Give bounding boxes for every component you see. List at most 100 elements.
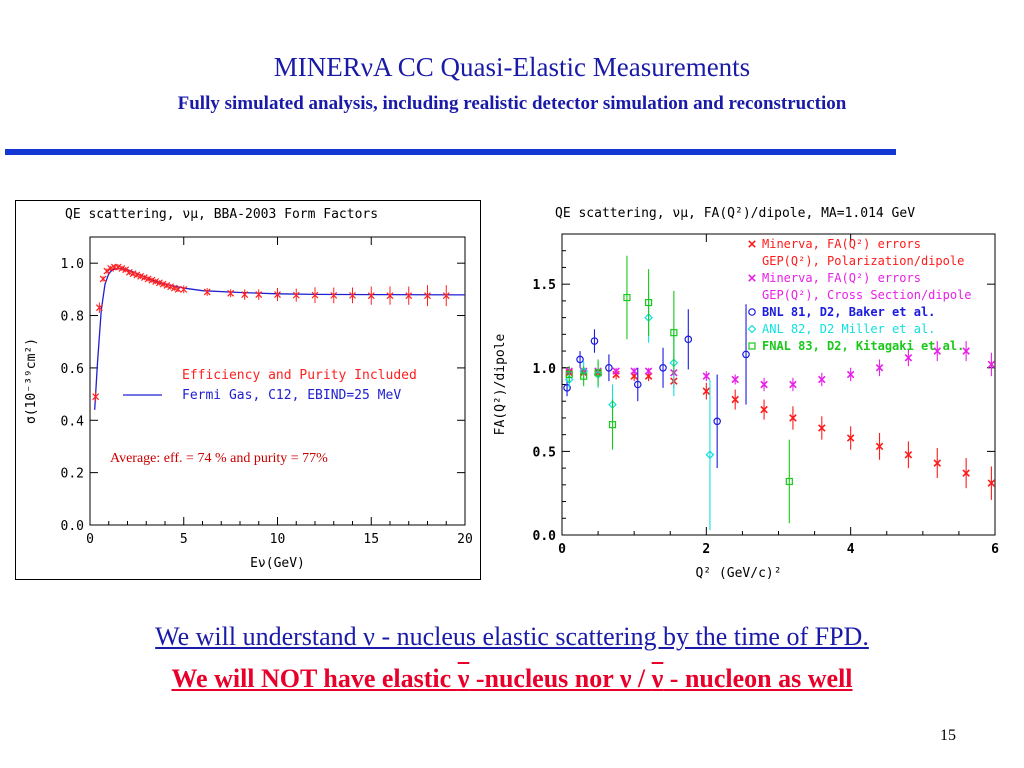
chart2-series-0-point bbox=[702, 382, 711, 400]
chart1-x-tick-label: 10 bbox=[270, 532, 286, 547]
chart1-efficiency-point bbox=[203, 288, 211, 296]
statement-line-1-text: We will understand ν - nucleus elastic s… bbox=[155, 622, 869, 651]
chart2-series-1-point bbox=[904, 349, 913, 367]
chart2-y-axis-label: FA(Q²)/dipole bbox=[493, 333, 508, 435]
chart2-y-tick-label: 1.0 bbox=[533, 362, 557, 377]
chart2-series-4-point bbox=[623, 255, 631, 340]
chart2-legend-label: BNL 81, D2, Baker et al. bbox=[762, 305, 935, 319]
chart1-x-tick-label: 20 bbox=[457, 532, 473, 547]
chart1-efficiency-point bbox=[148, 276, 156, 284]
chart2-series-0-point bbox=[904, 441, 913, 469]
chart1-efficiency-point bbox=[159, 280, 167, 288]
chart1-efficiency-point bbox=[163, 282, 171, 289]
chart1-efficiency-point bbox=[174, 285, 182, 293]
chart2-series-1-point bbox=[760, 377, 768, 392]
chart2-series-1-point bbox=[962, 341, 970, 362]
chart1-efficiency-point bbox=[349, 287, 356, 304]
chart2-series-4-point bbox=[645, 269, 653, 337]
chart2-x-tick-label: 6 bbox=[991, 542, 999, 557]
chart1-y-tick-label: 0.8 bbox=[61, 310, 84, 325]
chart1-efficiency-point bbox=[170, 284, 178, 292]
chart2-legend-entry: Minerva, FA(Q²) errors bbox=[748, 237, 921, 251]
chart1-efficiency-point bbox=[292, 288, 300, 302]
chart2-series-3-point bbox=[705, 379, 715, 530]
chart1-efficiency-point bbox=[367, 286, 375, 305]
chart2-legend-entry: FNAL 83, D2, Kitagaki et al. bbox=[748, 339, 964, 353]
chart1-efficiency-point bbox=[92, 391, 100, 402]
chart2-series-1-point bbox=[644, 367, 653, 375]
chart1-efficiency-point bbox=[137, 272, 145, 280]
chart2-x-tick-label: 2 bbox=[702, 542, 710, 557]
chart1-y-tick-label: 0.0 bbox=[61, 519, 84, 534]
chart1-efficiency-point bbox=[424, 285, 431, 307]
chart1-efficiency-point bbox=[103, 267, 111, 275]
chart2-legend-label: Minerva, FA(Q²) errors bbox=[762, 237, 921, 251]
chart1-legend-efficiency: Efficiency and Purity Included bbox=[182, 368, 417, 383]
chart1-efficiency-point bbox=[386, 286, 394, 305]
chart2-series-0-point bbox=[875, 432, 884, 460]
chart2-series-2-point bbox=[713, 374, 721, 469]
chart1-efficiency-point bbox=[133, 271, 141, 279]
chart1-efficiency-point bbox=[129, 270, 137, 278]
page-number: 15 bbox=[940, 727, 956, 744]
chart2-series-1-point bbox=[818, 372, 826, 387]
chart1-efficiency-point bbox=[255, 289, 263, 300]
chart2-y-tick-label: 1.5 bbox=[533, 278, 556, 293]
chart1-x-tick-label: 0 bbox=[86, 532, 94, 547]
chart2-series-4-point bbox=[565, 366, 573, 383]
chart2-series-0-point bbox=[731, 389, 739, 410]
chart1-efficiency-point bbox=[152, 278, 160, 285]
chart2-series-0-point bbox=[818, 416, 826, 440]
chart2-series-0-point bbox=[846, 426, 855, 450]
chart2-series-2-point bbox=[659, 347, 667, 388]
chart2-x-tick-label: 4 bbox=[847, 542, 855, 557]
chart1-efficiency-point bbox=[167, 283, 175, 291]
chart1-efficiency-point bbox=[227, 289, 235, 298]
chart2-x-axis-label: Q² (GeV/c)² bbox=[695, 566, 781, 581]
chart1-x-tick-label: 15 bbox=[363, 532, 379, 547]
chart2-series-4-point bbox=[594, 359, 602, 387]
chart2-legend-label: ANL 82, D2 Miller et al. bbox=[762, 322, 935, 336]
chart2-series-1-point bbox=[933, 341, 942, 362]
chart1-x-axis-label: Eν(GeV) bbox=[250, 556, 305, 571]
chart2-legend-entry: Minerva, FA(Q²) errors bbox=[748, 271, 921, 285]
chart2-series-2-point bbox=[633, 367, 642, 402]
chart1-efficiency-point bbox=[144, 275, 152, 283]
statement-line-1: We will understand ν - nucleus elastic s… bbox=[0, 622, 1024, 652]
chart1-y-tick-label: 1.0 bbox=[61, 257, 84, 272]
chart2-series-1-point bbox=[731, 374, 739, 385]
chart2-series-2-point bbox=[684, 309, 693, 370]
chart1-efficiency-point bbox=[442, 285, 450, 307]
chart2-series-1-point bbox=[987, 352, 996, 377]
chart2-series-2-point bbox=[742, 304, 750, 405]
chart1-title: QE scattering, νμ, BBA-2003 Form Factors bbox=[65, 207, 378, 222]
chart2-series-4-point bbox=[785, 439, 793, 524]
chart1-efficiency-point bbox=[122, 266, 130, 274]
chart1-efficiency-point bbox=[405, 286, 413, 305]
chart2-series-2-point bbox=[590, 329, 599, 353]
chart2-series-2-point bbox=[605, 354, 613, 382]
chart2-series-2-point bbox=[576, 351, 584, 368]
chart1-efficiency-point bbox=[330, 287, 338, 304]
chart2-series-1-point bbox=[846, 367, 855, 382]
chart2-series-1-point bbox=[630, 367, 638, 375]
chart2-legend-label: GEP(Q²), Polarization/dipole bbox=[762, 254, 964, 268]
title-divider bbox=[5, 149, 896, 155]
chart2-y-tick-label: 0.0 bbox=[533, 529, 557, 544]
chart1-y-tick-label: 0.6 bbox=[61, 362, 84, 377]
chart2-series-0-point bbox=[760, 399, 768, 420]
chart2-x-tick-label: 0 bbox=[558, 542, 566, 557]
chart1-y-tick-label: 0.2 bbox=[61, 467, 84, 482]
chart2-legend-label: FNAL 83, D2, Kitagaki et al. bbox=[762, 339, 964, 353]
statement-line-2-part-b: -nucleus nor ν / bbox=[469, 664, 652, 693]
slide-title: MINERνA CC Quasi-Elastic Measurements bbox=[273, 52, 751, 82]
chart2-legend-entry: BNL 81, D2, Baker et al. bbox=[748, 305, 935, 319]
chart1-legend-fermi: Fermi Gas, C12, EBIND=25 MeV bbox=[182, 388, 401, 403]
chart1-efficiency-point bbox=[180, 285, 188, 294]
chart1-efficiency-point bbox=[274, 288, 281, 302]
antineutrino-symbol-1: ν bbox=[457, 664, 470, 693]
chart2-title: QE scattering, νμ, FA(Q²)/dipole, MA=1.0… bbox=[555, 206, 915, 221]
chart1-efficiency-point bbox=[118, 264, 126, 272]
chart-panel-left: QE scattering, νμ, BBA-2003 Form Factors… bbox=[15, 200, 481, 580]
chart1-annotation: Average: eff. = 74 % and purity = 77% bbox=[110, 451, 328, 466]
